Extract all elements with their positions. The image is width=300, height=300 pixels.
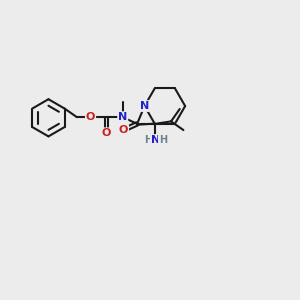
Text: O: O	[86, 112, 95, 122]
Text: N: N	[140, 101, 149, 111]
Text: H: H	[144, 135, 152, 145]
Text: O: O	[102, 128, 111, 138]
Text: N: N	[118, 112, 128, 122]
Text: H: H	[159, 135, 167, 145]
Text: O: O	[119, 125, 128, 135]
Text: N: N	[151, 135, 160, 145]
